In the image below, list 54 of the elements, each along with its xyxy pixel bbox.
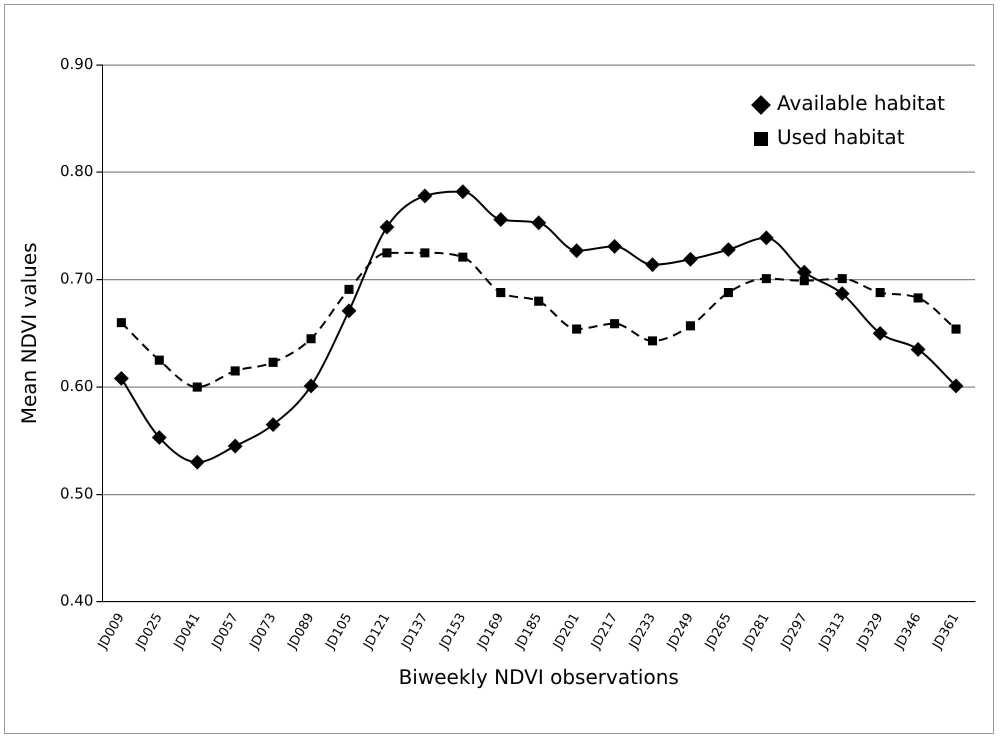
point xyxy=(230,366,240,376)
point xyxy=(876,288,885,298)
point xyxy=(572,324,582,334)
y-tick-label: 0.80 xyxy=(60,162,94,180)
point xyxy=(911,342,926,356)
point xyxy=(380,220,394,234)
point xyxy=(683,252,698,266)
point xyxy=(456,184,470,199)
point xyxy=(382,248,392,258)
point xyxy=(190,455,204,470)
point xyxy=(838,274,847,284)
point xyxy=(496,288,506,298)
point xyxy=(873,326,888,340)
point xyxy=(418,188,432,203)
legend-label: Available habitat xyxy=(776,91,946,116)
point xyxy=(344,284,354,294)
point xyxy=(116,318,126,328)
point xyxy=(532,216,546,230)
point xyxy=(724,288,733,298)
point xyxy=(949,378,964,393)
legend-label: Used habitat xyxy=(776,125,905,150)
point xyxy=(759,230,774,245)
point xyxy=(721,242,736,257)
y-tick-label: 0.90 xyxy=(60,54,94,73)
point xyxy=(304,378,318,393)
point xyxy=(570,244,584,258)
point xyxy=(268,358,278,367)
point xyxy=(154,356,164,365)
point xyxy=(228,439,242,454)
point xyxy=(610,319,620,328)
point xyxy=(914,293,923,302)
point xyxy=(686,321,695,330)
point xyxy=(494,212,508,227)
point xyxy=(608,239,622,254)
point xyxy=(420,248,430,258)
point xyxy=(266,418,280,432)
y-tick-label: 0.40 xyxy=(60,592,94,610)
point xyxy=(762,274,771,284)
point xyxy=(951,324,961,334)
point xyxy=(192,382,202,392)
y-tick-label: 0.70 xyxy=(60,270,94,288)
y-axis-title: Mean NDVI values xyxy=(17,242,42,424)
point xyxy=(306,334,316,344)
point xyxy=(152,430,166,444)
point xyxy=(835,286,850,301)
point xyxy=(342,304,356,318)
y-tick-label: 0.50 xyxy=(60,484,94,502)
point xyxy=(648,336,658,346)
point xyxy=(534,296,544,306)
point xyxy=(458,252,468,262)
point xyxy=(646,258,660,272)
y-tick-label: 0.60 xyxy=(60,376,94,395)
x-axis-title: Biweekly NDVI observations xyxy=(398,665,679,690)
point xyxy=(114,371,128,386)
